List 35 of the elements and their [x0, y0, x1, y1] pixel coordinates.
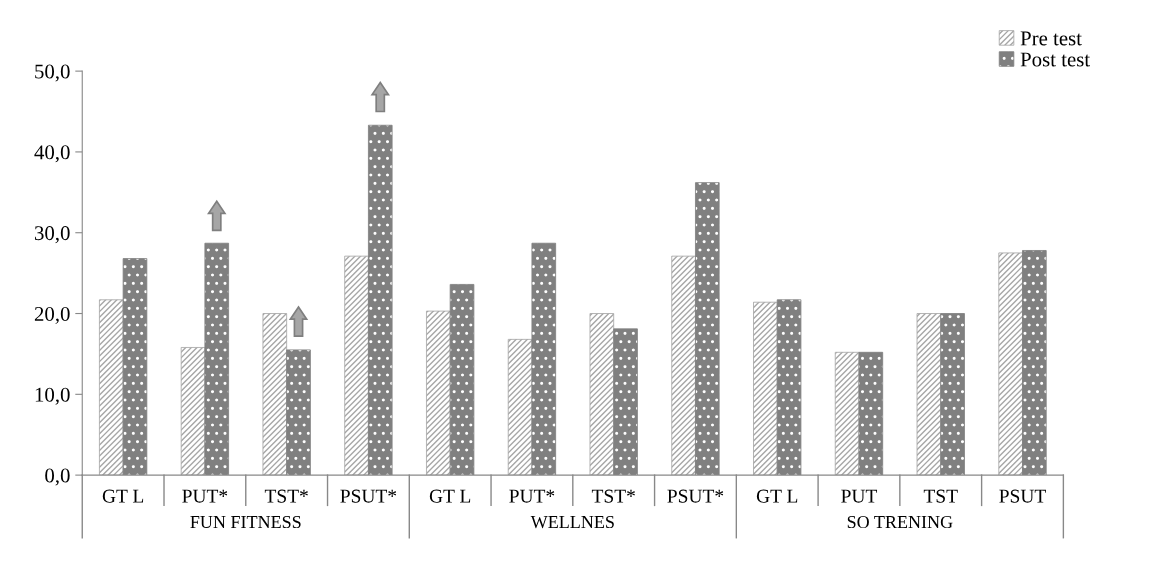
bar: [671, 255, 696, 476]
y-tick-label: 50,0: [35, 64, 70, 82]
y-tick-label: 40,0: [34, 145, 70, 163]
y-tick-label: 0,0: [45, 468, 70, 486]
y-tick-label: 30,0: [34, 226, 70, 244]
bar: [180, 347, 206, 476]
bar: [589, 313, 615, 476]
y-tick-label: 20,0: [34, 306, 70, 324]
x-tick-label: PUT*: [509, 489, 555, 503]
x-tick-label: TST*: [264, 489, 308, 503]
bar: [834, 351, 860, 476]
bar: [344, 255, 369, 476]
bar: [99, 299, 124, 476]
legend-label: Post test: [1020, 52, 1090, 67]
bar: [998, 252, 1023, 476]
text: FUN FITNESS: [190, 515, 301, 529]
x-tick-label: PSUT: [999, 489, 1046, 503]
bar: [426, 310, 451, 476]
bar: [262, 313, 288, 476]
legend-label: Pre test: [1020, 31, 1082, 46]
x-tick-label: GT L: [429, 489, 471, 503]
x-tick-label: PUT*: [182, 489, 228, 503]
bar: [507, 338, 533, 476]
text: SO TRENING: [847, 515, 953, 529]
y-tick-label: 10,0: [35, 387, 70, 405]
bar: [916, 313, 942, 476]
x-tick-label: GT L: [102, 489, 144, 503]
x-tick-label: TST*: [591, 489, 635, 503]
text: WELLNES: [530, 515, 614, 529]
x-tick-label: PUT: [841, 489, 878, 503]
x-tick-label: GT L: [756, 489, 798, 503]
x-tick-label: TST: [923, 489, 958, 503]
x-tick-label: PSUT*: [667, 489, 724, 503]
x-tick-label: PSUT*: [340, 489, 397, 503]
bar: [753, 301, 778, 476]
